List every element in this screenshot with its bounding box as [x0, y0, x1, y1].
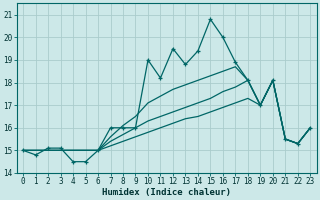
X-axis label: Humidex (Indice chaleur): Humidex (Indice chaleur): [102, 188, 231, 197]
